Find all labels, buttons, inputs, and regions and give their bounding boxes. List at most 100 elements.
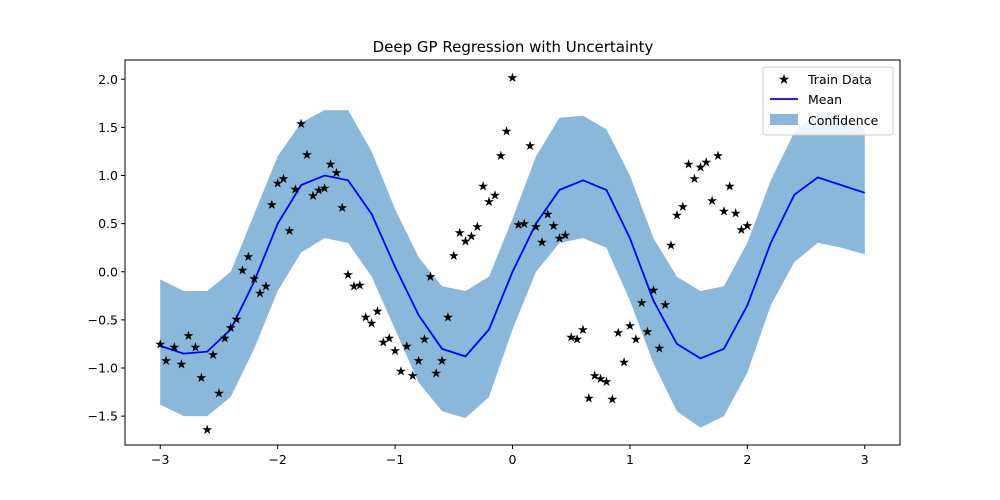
- train-point: ★: [477, 180, 489, 195]
- train-point: ★: [442, 311, 454, 326]
- train-point: ★: [213, 387, 225, 402]
- train-point: ★: [542, 208, 554, 223]
- legend-mean-label: Mean: [808, 92, 842, 107]
- train-point: ★: [507, 71, 519, 86]
- train-point: ★: [383, 332, 395, 347]
- train-point: ★: [642, 325, 654, 340]
- x-tick-label: −3: [151, 452, 169, 467]
- x-tick-label: 1: [626, 452, 634, 467]
- train-point: ★: [648, 284, 660, 299]
- train-point: ★: [225, 321, 237, 336]
- legend-confidence-swatch: [770, 114, 798, 125]
- train-point: ★: [559, 229, 571, 244]
- train-point: ★: [606, 392, 618, 407]
- train-point: ★: [407, 369, 419, 384]
- train-point: ★: [424, 270, 436, 285]
- train-point: ★: [501, 125, 513, 140]
- train-point: ★: [601, 375, 613, 390]
- train-point: ★: [454, 226, 466, 241]
- train-point: ★: [401, 339, 413, 354]
- train-point: ★: [366, 316, 378, 331]
- train-point: ★: [636, 296, 648, 311]
- train-point: ★: [695, 160, 707, 175]
- train-point: ★: [231, 312, 243, 327]
- train-point: ★: [248, 272, 260, 287]
- x-tick-label: −1: [386, 452, 404, 467]
- y-tick-label: 0.0: [98, 264, 118, 279]
- train-point: ★: [242, 250, 254, 265]
- y-tick-label: 1.0: [98, 168, 118, 183]
- train-point: ★: [595, 372, 607, 387]
- train-point: ★: [348, 280, 360, 295]
- train-point: ★: [724, 180, 736, 195]
- train-point: ★: [718, 205, 730, 220]
- train-point: ★: [624, 319, 636, 334]
- train-point: ★: [319, 182, 331, 197]
- train-point: ★: [254, 286, 266, 301]
- train-point: ★: [530, 220, 542, 235]
- train-point: ★: [554, 232, 566, 247]
- y-tick-label: −1.0: [88, 361, 118, 376]
- train-point: ★: [389, 344, 401, 359]
- train-point: ★: [571, 333, 583, 348]
- train-point: ★: [565, 331, 577, 346]
- train-point: ★: [577, 323, 589, 338]
- train-point: ★: [176, 358, 188, 373]
- train-point: ★: [301, 148, 313, 163]
- train-point: ★: [471, 220, 483, 235]
- y-tick-label: 2.0: [98, 72, 118, 87]
- train-point: ★: [168, 340, 180, 355]
- train-point: ★: [589, 369, 601, 384]
- train-point: ★: [736, 223, 748, 238]
- train-point: ★: [730, 207, 742, 222]
- train-point: ★: [524, 139, 536, 154]
- train-point: ★: [583, 391, 595, 406]
- train-point: ★: [513, 218, 525, 233]
- train-point: ★: [395, 364, 407, 379]
- train-point: ★: [483, 195, 495, 210]
- train-point: ★: [677, 200, 689, 215]
- legend-train-label: Train Data: [807, 72, 872, 87]
- y-tick-label: 0.5: [98, 216, 118, 231]
- train-point: ★: [489, 188, 501, 203]
- y-tick-label: −1.5: [88, 409, 118, 424]
- chart-title: Deep GP Regression with Uncertainty: [373, 38, 654, 56]
- train-point: ★: [460, 234, 472, 249]
- train-point: ★: [436, 354, 448, 369]
- x-tick-label: 0: [509, 452, 517, 467]
- train-point: ★: [419, 333, 431, 348]
- train-point: ★: [266, 198, 278, 213]
- train-point: ★: [190, 340, 202, 355]
- train-point: ★: [336, 201, 348, 216]
- train-point: ★: [207, 348, 219, 363]
- train-point: ★: [278, 172, 290, 187]
- train-point: ★: [548, 219, 560, 234]
- x-axis: −3 −2 −1 0 1 2 3: [151, 445, 869, 467]
- train-point: ★: [712, 149, 724, 164]
- train-point: ★: [372, 305, 384, 320]
- train-point: ★: [706, 194, 718, 209]
- train-point: ★: [653, 341, 665, 356]
- legend-train-marker: ★: [778, 72, 791, 88]
- train-point: ★: [360, 311, 372, 326]
- train-point: ★: [659, 298, 671, 313]
- train-point: ★: [289, 183, 301, 198]
- train-point: ★: [331, 166, 343, 181]
- train-point: ★: [466, 230, 478, 245]
- train-point: ★: [665, 238, 677, 253]
- train-point: ★: [160, 354, 172, 369]
- train-point: ★: [430, 366, 442, 381]
- train-point: ★: [272, 177, 284, 192]
- train-point: ★: [313, 183, 325, 198]
- train-point: ★: [671, 209, 683, 224]
- train-point: ★: [413, 354, 425, 369]
- train-point: ★: [495, 149, 507, 164]
- train-point: ★: [377, 336, 389, 351]
- train-point: ★: [219, 332, 231, 347]
- train-point: ★: [154, 337, 166, 352]
- y-tick-label: 1.5: [98, 120, 118, 135]
- train-point: ★: [683, 157, 695, 172]
- legend-confidence-label: Confidence: [808, 113, 879, 128]
- train-point: ★: [237, 263, 249, 278]
